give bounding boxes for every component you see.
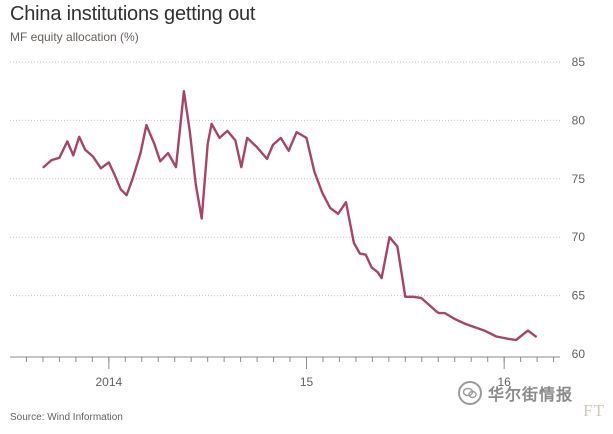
chart-title: China institutions getting out <box>10 3 256 25</box>
y-tick-label-75: 75 <box>572 172 586 186</box>
ft-logo: FT <box>583 401 605 420</box>
x-axis: 2014 15 16 <box>10 356 560 389</box>
y-tick-label-85: 85 <box>572 55 586 69</box>
x-tick-label-16: 16 <box>497 375 511 389</box>
wechat-watermark: 华尔街情报 <box>458 381 573 405</box>
series-line-0 <box>42 89 537 342</box>
gridlines <box>10 61 560 297</box>
y-tick-label-80: 80 <box>572 113 586 127</box>
watermark-text: 华尔街情报 <box>488 387 574 404</box>
y-axis-ticks: 60 65 70 75 80 85 <box>572 55 586 361</box>
x-tick-label-2014: 2014 <box>95 375 122 389</box>
y-tick-label-60: 60 <box>572 347 586 361</box>
series-layer <box>42 89 537 342</box>
wechat-icon <box>458 381 482 405</box>
chart-subtitle: MF equity allocation (%) <box>10 30 139 44</box>
source-note: Source: Wind Information <box>10 412 123 423</box>
y-tick-label-65: 65 <box>572 289 586 303</box>
y-tick-label-70: 70 <box>572 230 586 244</box>
x-tick-label-15: 15 <box>300 375 314 389</box>
